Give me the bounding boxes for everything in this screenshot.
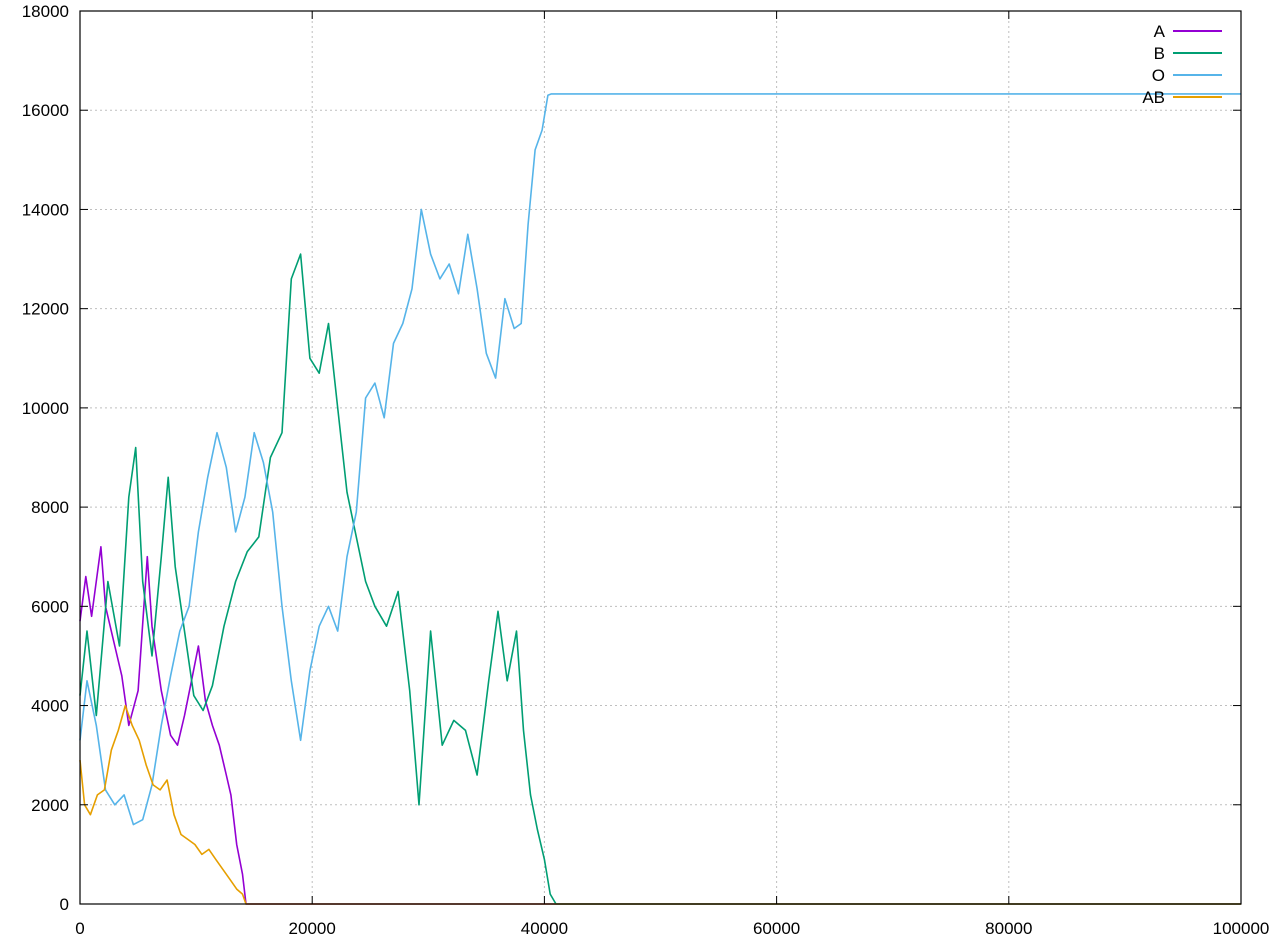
tick-labels: 0 20000 40000 60000 80000 100000 0 2000 4000 6000…: [22, 2, 1270, 938]
y-tick-label: 6000: [31, 597, 69, 616]
plot-frame: [79, 10, 1242, 905]
y-tick-label: 0: [60, 895, 69, 914]
series-line-b: [79, 253, 1241, 905]
y-tick-label: 8000: [31, 498, 69, 517]
axis-ticks: [79, 10, 1242, 905]
y-tick-label: 4000: [31, 697, 69, 716]
x-tick-label: 20000: [289, 919, 336, 938]
y-tick-label: 10000: [22, 399, 69, 418]
y-tick-label: 12000: [22, 300, 69, 319]
y-tick-label: 18000: [22, 2, 69, 21]
series-line-o: [79, 93, 1241, 826]
grid-lines: [80, 11, 1241, 904]
legend-label-o: O: [1152, 66, 1165, 85]
series-lines: [79, 93, 1241, 905]
x-tick-label: 100000: [1213, 919, 1270, 938]
x-tick-label: 40000: [521, 919, 568, 938]
y-tick-label: 14000: [22, 200, 69, 219]
legend-label-b: B: [1154, 44, 1165, 63]
legend-label-a: A: [1154, 22, 1166, 41]
y-tick-label: 2000: [31, 796, 69, 815]
y-tick-label: 16000: [22, 101, 69, 120]
x-tick-label: 0: [75, 919, 84, 938]
x-tick-label: 80000: [985, 919, 1032, 938]
legend-label-ab: AB: [1142, 88, 1165, 107]
series-line-a: [79, 545, 1241, 905]
x-tick-label: 60000: [753, 919, 800, 938]
